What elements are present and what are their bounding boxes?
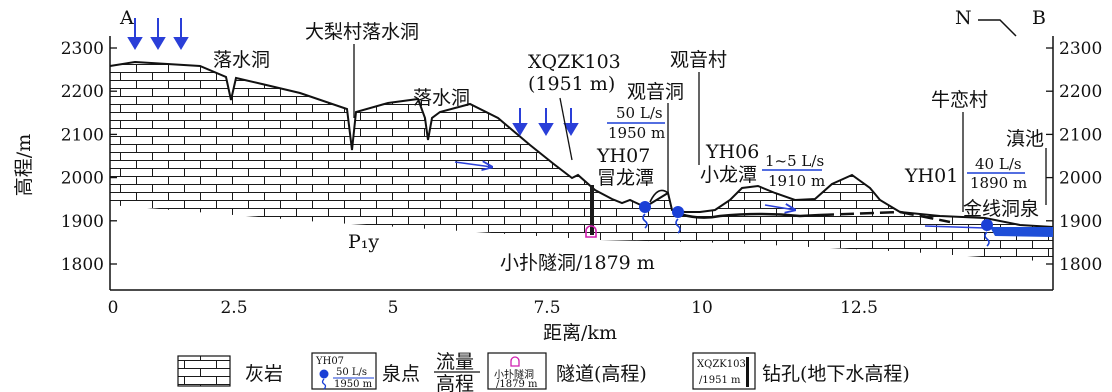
y-axis-label: 高程/m [13,134,35,196]
bottom-tick-label: 0 [108,298,119,318]
label-yh06-name: 小龙潭 [700,164,757,186]
cave-arc [649,189,669,203]
bottom-tick-label: 10 [691,298,713,318]
legend-limestone-label: 灰岩 [245,363,283,385]
legend: 灰岩 YH07 50 L/s 1950 m 泉点 流量 高程 小扑隧洞 /187… [177,351,910,392]
label-tunnel: 小扑隧洞/1879 m [500,252,655,274]
left-tick-label: 1800 [61,255,104,275]
legend-borehole-icon-top: XQZK103 [697,359,746,370]
left-tick-label: 2000 [61,169,104,189]
legend-tunnel-label: 隧道(高程) [556,363,647,385]
label-flow2-top: 1~5 L/s [765,152,824,170]
label-borehole-elev: (1951 m) [528,73,615,95]
label-yh07-name: 冒龙潭 [597,167,654,189]
legend-spring: YH07 50 L/s 1950 m 泉点 流量 高程 [311,351,480,392]
right-tick-label: 1900 [1059,212,1102,232]
legend-borehole-icon-bottom: /1951 m [699,375,741,386]
label-daliluo-sink: 大梨村落水洞 [305,21,419,43]
label-yh07-code: YH07 [596,145,650,167]
legend-tunnel-icon-top: 小扑隧洞 [494,368,534,381]
label-jinxian-spring: 金线洞泉 [963,198,1039,220]
label-flow1-bottom: 1950 m [608,124,665,142]
legend-tunnel-icon-bottom: /1879 m [496,379,538,390]
tunnel-icon [585,225,597,238]
bottom-tick-label: 12.5 [840,298,878,318]
label-stratum: P₁y [348,231,379,253]
legend-spring-label: 泉点 [382,363,420,385]
right-tick-label: 2200 [1059,82,1102,102]
legend-spring-elev: 1950 m [334,379,373,390]
groundwater-flow-arrows [454,162,986,229]
lake [990,227,1053,237]
label-sinkhole-2: 落水洞 [413,87,470,109]
label-yh01-code: YH01 [904,165,958,187]
water-table-dashed [819,210,951,224]
spring-jinxian [981,219,993,247]
label-niulian-village: 牛恋村 [931,89,988,111]
right-tick-label: 2000 [1059,169,1102,189]
legend-borehole-label: 钻孔(地下水高程) [762,363,910,385]
x-axis-label: 距离/km [543,322,617,344]
corner-label-right: B [1032,7,1046,29]
spring-yh07 [639,201,651,229]
legend-spring-code: YH07 [315,356,344,367]
label-flow1-top: 50 L/s [616,104,663,122]
label-yh06-code: YH06 [705,141,759,163]
legend-spring-frac-top: 流量 [436,351,474,373]
north-label: N [955,7,972,29]
legend-tunnel: 小扑隧洞 /1879 m 隧道(高程) [487,352,647,390]
limestone-body [109,60,1054,262]
north-arrow: N [955,7,1017,37]
label-flow3-top: 40 L/s [975,155,1022,173]
label-guanyin-village: 观音村 [670,49,727,71]
right-tick-label: 2300 [1059,39,1102,59]
bottom-axis: 0 2.5 5 7.5 10 12.5 [108,289,1053,318]
left-tick-label: 1900 [61,212,104,232]
legend-spring-flow: 50 L/s [336,367,367,378]
bottom-tick-label: 5 [388,298,399,318]
left-tick-label: 2300 [61,39,104,59]
legend-borehole: XQZK103 /1951 m 钻孔(地下水高程) [692,352,910,390]
water-table-line [679,212,821,219]
label-flow2-bottom: 1910 m [768,172,825,190]
label-sinkhole-1: 落水洞 [213,49,270,71]
legend-spring-frac-bottom: 高程 [436,373,474,392]
right-axis: 2300 2200 2100 2000 1900 1800 [1046,36,1102,290]
rainfall-arrows [127,18,579,136]
right-tick-label: 1800 [1059,255,1102,275]
bottom-tick-label: 2.5 [220,298,247,318]
borehole-xqzk103 [590,185,594,235]
right-tick-label: 2100 [1059,125,1102,145]
legend-limestone: 灰岩 [177,355,283,387]
leader-lines [353,44,1047,212]
left-tick-label: 2200 [61,82,104,102]
label-dianchi: 滇池 [1006,128,1044,150]
label-flow3-bottom: 1890 m [970,174,1027,192]
bottom-tick-label: 7.5 [533,298,560,318]
corner-label-left: A [119,7,134,29]
label-guanyin-cave: 观音洞 [627,81,684,103]
left-tick-label: 2100 [61,125,104,145]
spring-yh06 [672,206,684,234]
left-axis: 2300 2200 2100 2000 1900 1800 [61,36,117,290]
label-borehole-name: XQZK103 [528,51,621,73]
